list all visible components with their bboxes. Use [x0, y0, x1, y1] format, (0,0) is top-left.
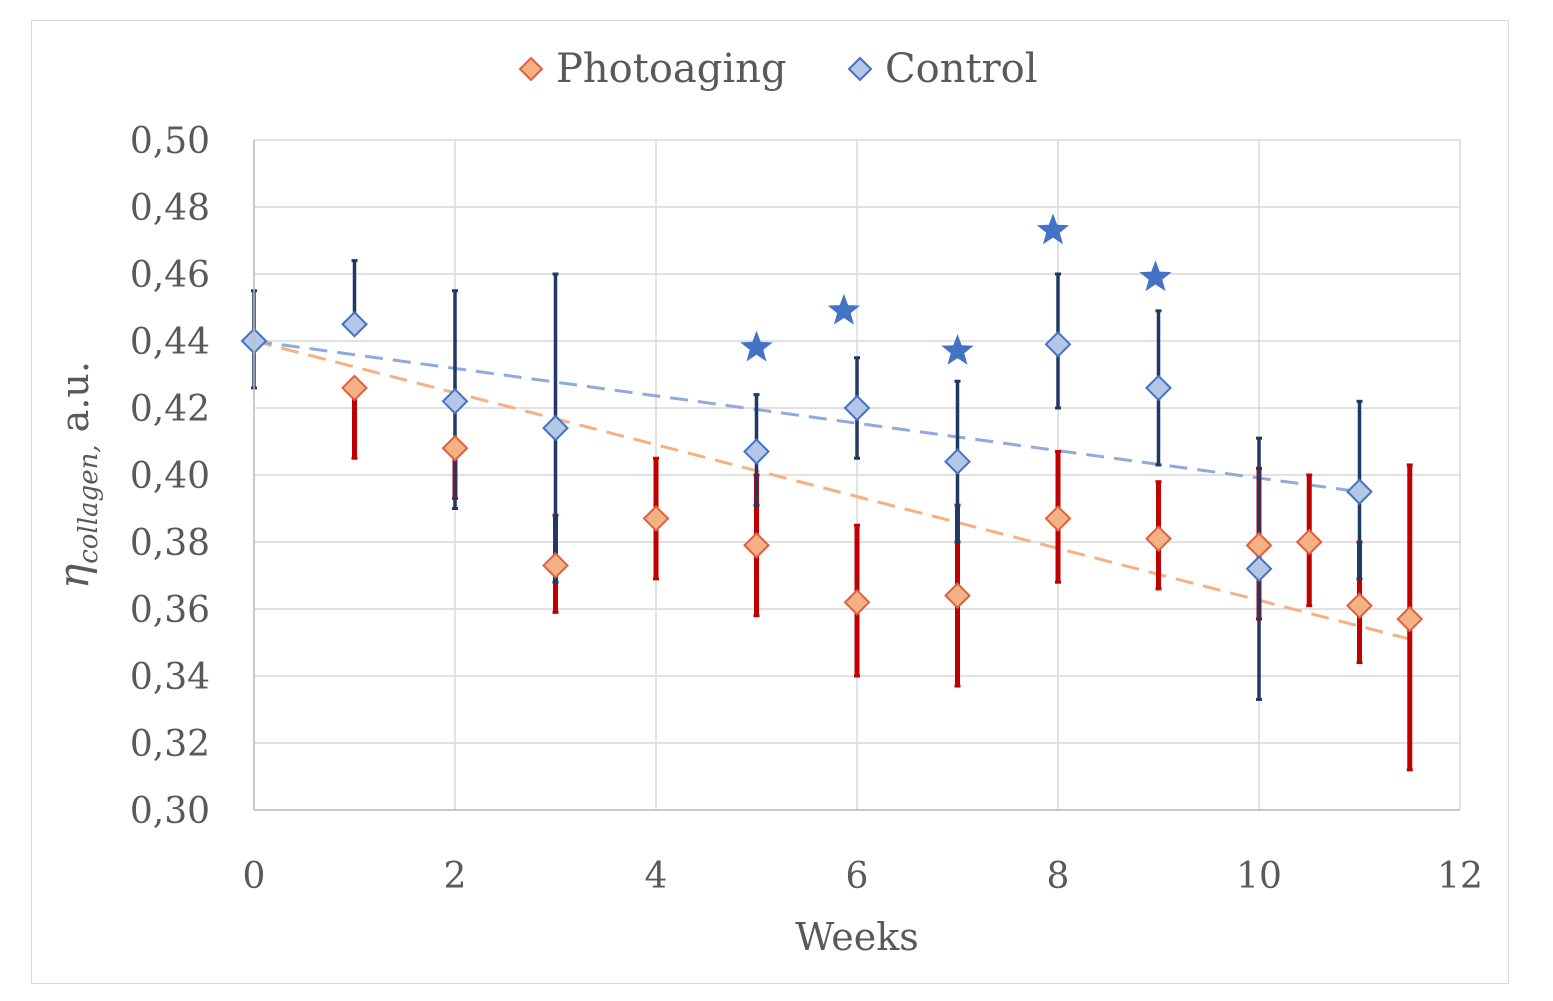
data-point-control: [743, 438, 770, 465]
data-point-control: [341, 310, 368, 338]
legend-diamond-photoaging: [518, 56, 544, 82]
y-tick-label: 0,30: [130, 791, 210, 832]
axes: 0,30 0,32 0,34 0,36 0,38 0,40 0,42 0,44 0,46 0,48…: [130, 121, 1483, 897]
data-point-photoaging: [642, 505, 670, 532]
y-tick-label: 0,44: [130, 322, 210, 363]
data-point-photoaging: [1145, 525, 1172, 553]
data-point-photoaging: [341, 374, 368, 402]
y-axis-symbol: η: [49, 564, 98, 589]
data-point-photoaging: [1346, 592, 1373, 620]
y-axis-subscript: collagen,: [74, 444, 104, 563]
y-tick-label: 0,46: [130, 255, 210, 296]
data-point-photoaging: [743, 531, 770, 559]
legend-marker-photoaging: [518, 56, 544, 82]
x-tick-label: 6: [846, 856, 869, 897]
significance-star: [1139, 260, 1172, 292]
data-point-control: [1245, 555, 1273, 583]
trendline-control: [253, 339, 1360, 494]
data-point-control: [1044, 330, 1072, 358]
data-markers: [240, 310, 1424, 633]
data-point-control: [441, 387, 469, 415]
data-point-control: [1145, 374, 1172, 402]
chart-frame: [31, 20, 1509, 984]
legend-marker-control: [847, 56, 873, 82]
trendlines: [253, 339, 1411, 641]
y-tick-label: 0,50: [130, 121, 210, 162]
y-tick-label: 0,42: [130, 389, 210, 430]
y-axis-title: ηcollagen, a.u.: [49, 361, 104, 589]
legend-label-control: Control: [885, 46, 1038, 92]
x-tick-label: 0: [243, 856, 266, 897]
data-point-control: [1346, 478, 1373, 506]
data-point-photoaging: [1245, 531, 1273, 559]
y-tick-label: 0,40: [130, 456, 210, 497]
x-tick-label: 4: [645, 856, 668, 897]
data-point-photoaging: [441, 434, 469, 462]
gridlines: [253, 139, 1461, 811]
legend-label-photoaging: Photoaging: [556, 46, 787, 92]
trendline-photoaging: [253, 339, 1411, 641]
x-tick-label: 12: [1437, 856, 1483, 897]
y-tick-label: 0,34: [130, 657, 210, 698]
data-point-photoaging: [1396, 605, 1424, 633]
y-axis-unit: a.u.: [53, 361, 97, 444]
legend: Photoaging Control: [518, 46, 1038, 92]
data-point-photoaging: [542, 552, 569, 579]
significance-star: [1036, 213, 1070, 245]
data-point-photoaging: [1295, 528, 1323, 556]
significance-stars: [740, 213, 1172, 365]
y-tick-label: 0,32: [130, 724, 210, 765]
data-point-control: [843, 394, 871, 422]
data-point-photoaging: [843, 588, 871, 616]
significance-star: [827, 293, 861, 325]
x-tick-label: 10: [1236, 856, 1282, 897]
data-point-photoaging: [1044, 505, 1072, 532]
y-tick-label: 0,38: [130, 523, 210, 564]
data-point-photoaging: [944, 582, 971, 610]
y-tick-label: 0,48: [130, 188, 210, 229]
x-tick-label: 2: [444, 856, 467, 897]
x-tick-label: 8: [1047, 856, 1070, 897]
x-axis-title: Weeks: [795, 915, 918, 959]
error-bars: [251, 259, 1413, 772]
y-tick-label: 0,36: [130, 590, 210, 631]
data-point-control: [944, 448, 971, 476]
legend-diamond-control: [847, 56, 873, 82]
data-point-control: [542, 414, 569, 442]
significance-star: [740, 330, 773, 362]
significance-star: [941, 334, 974, 365]
